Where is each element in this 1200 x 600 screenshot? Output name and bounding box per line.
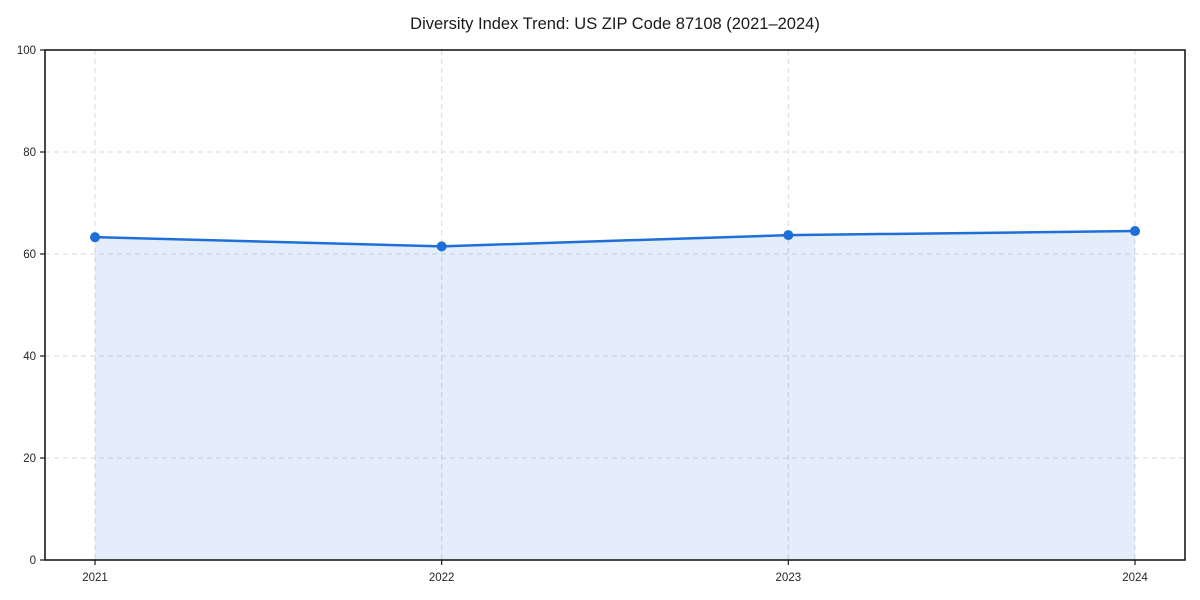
- y-tick-label: 100: [17, 45, 36, 57]
- y-tick-label: 20: [23, 453, 36, 465]
- x-tick-label: 2024: [1122, 572, 1148, 584]
- series-layer: [90, 226, 1140, 561]
- data-point-2024: [1130, 226, 1140, 237]
- y-tick-label: 80: [23, 147, 36, 159]
- x-tick-label: 2021: [82, 572, 108, 584]
- y-tick-label: 40: [23, 351, 36, 363]
- plot-border: [44, 49, 1186, 561]
- x-tick-label: 2022: [429, 572, 455, 584]
- chart-title: Diversity Index Trend: US ZIP Code 87108…: [410, 15, 820, 33]
- data-point-2021: [90, 232, 100, 243]
- data-point-2022: [436, 241, 447, 252]
- trend-line: [93, 229, 1137, 248]
- y-tick-label: 60: [23, 249, 36, 261]
- axes-layer: 0 20 40 60 80 100 2021 2022 2023 2024: [17, 45, 1186, 584]
- y-tick-label: 0: [30, 555, 36, 567]
- x-tick-label: 2023: [776, 572, 802, 584]
- data-point-2023: [783, 230, 794, 241]
- area-fill: [95, 231, 1135, 561]
